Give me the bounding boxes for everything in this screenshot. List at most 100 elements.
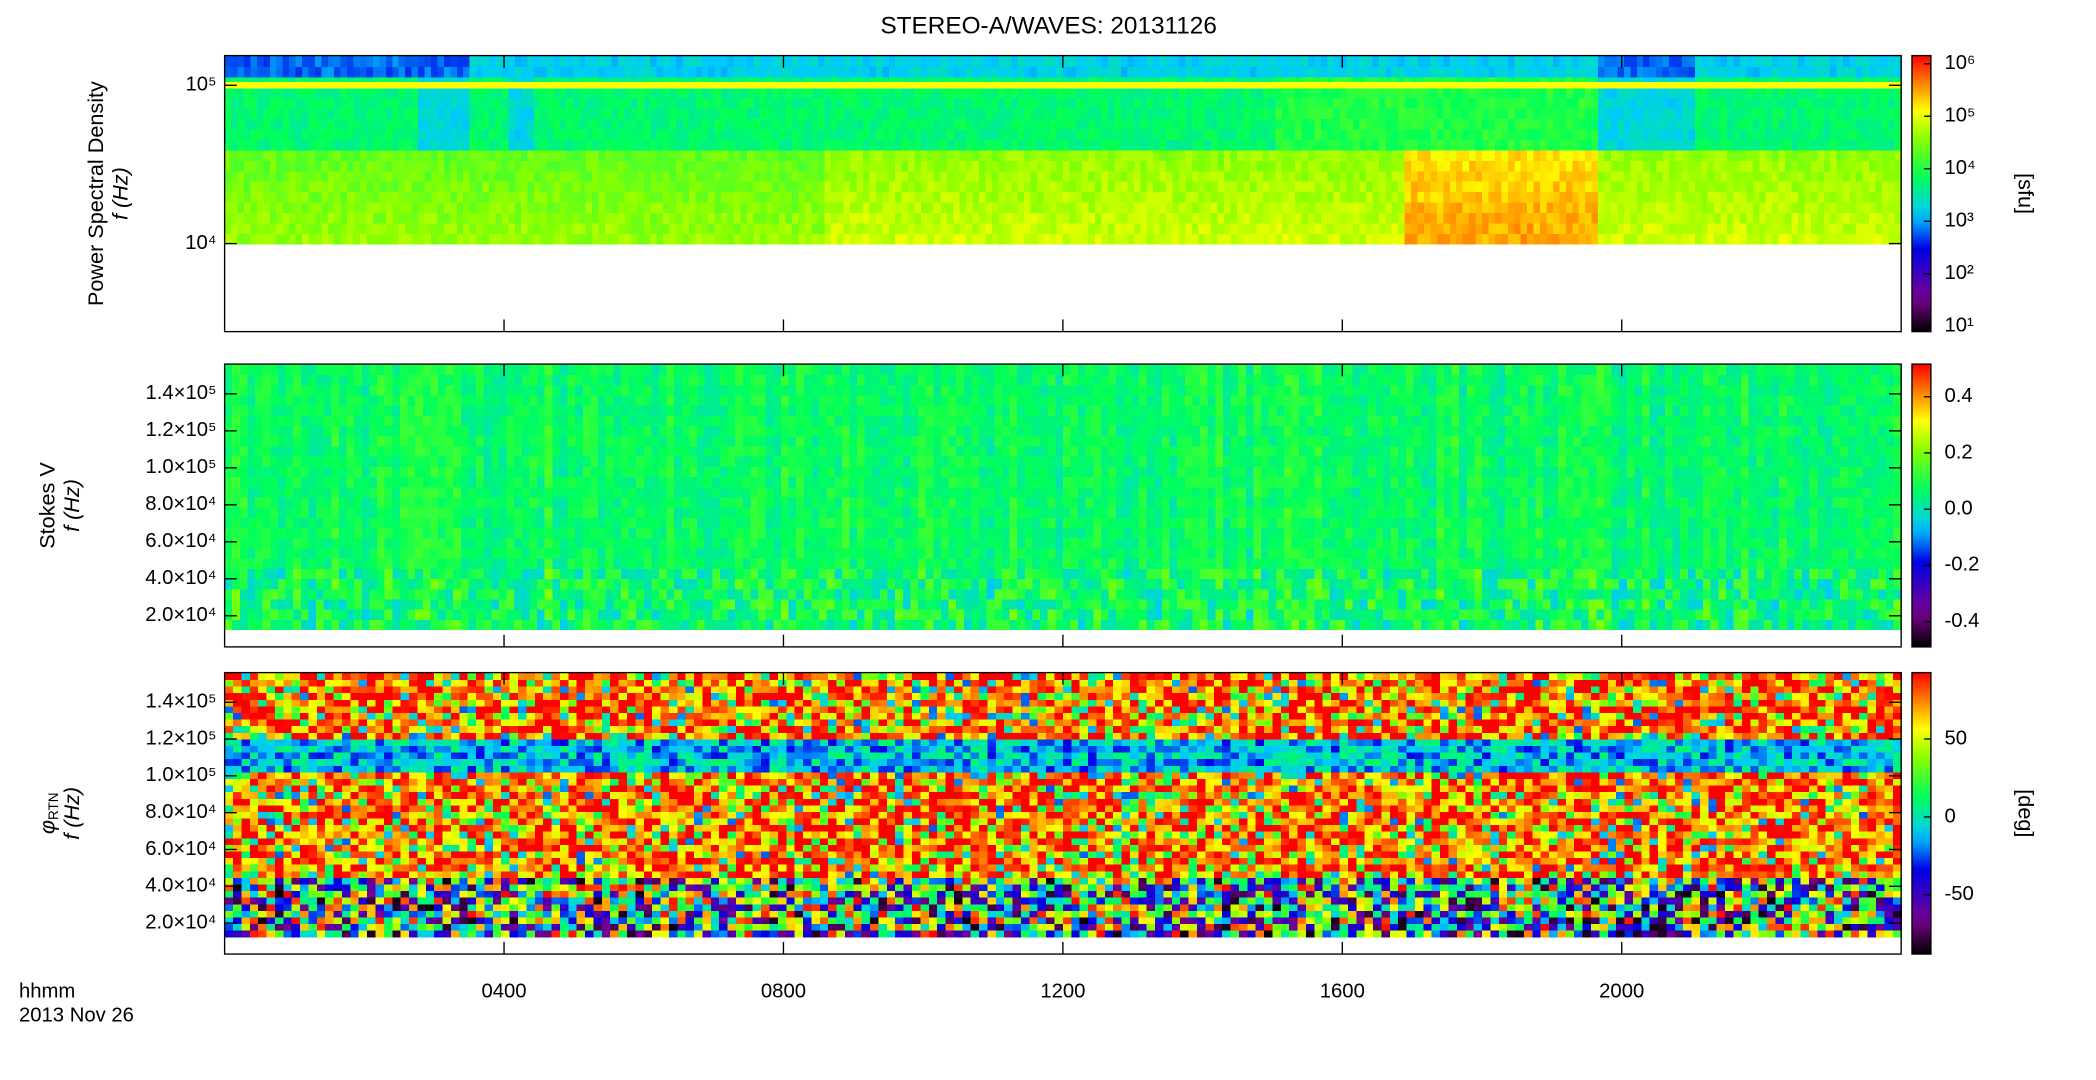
spectrogram-cell <box>579 222 587 234</box>
spectrogram-cell <box>1301 170 1309 182</box>
spectrogram-cell <box>534 233 542 245</box>
spectrogram-cell <box>1146 233 1154 245</box>
spectrogram-cell <box>1494 66 1503 78</box>
spectrogram-cell <box>895 66 903 78</box>
spectrogram-cell <box>921 118 929 130</box>
spectrogram-cell <box>1436 107 1445 120</box>
spectrogram-cell <box>527 66 535 78</box>
spectrogram-cell <box>1662 201 1670 214</box>
spectrogram-cell <box>1843 128 1851 140</box>
spectrogram-cell <box>1024 191 1032 203</box>
spectrogram-cell <box>1540 149 1548 161</box>
spectrogram-cell <box>1469 222 1477 234</box>
spectrogram-cell <box>1269 107 1277 120</box>
spectrogram-cell <box>1585 66 1593 78</box>
spectrogram-cell <box>740 201 748 214</box>
spectrogram-cell <box>998 118 1006 130</box>
spectrogram-cell <box>598 212 606 224</box>
spectrogram-cell <box>1043 86 1051 99</box>
spectrogram-cell <box>1398 170 1406 182</box>
spectrogram-cell <box>727 170 735 182</box>
spectrogram-cell <box>1301 149 1309 161</box>
spectrogram-cell <box>1804 97 1812 109</box>
spectrogram-cell <box>405 139 413 151</box>
spectrogram-cell <box>1088 97 1096 109</box>
spectrogram-cell <box>1230 170 1238 182</box>
spectrogram-cell <box>721 160 729 172</box>
spectrogram-cell <box>1843 170 1851 182</box>
spectrogram-cell <box>398 222 406 234</box>
spectrogram-cell <box>772 118 780 130</box>
spectrogram-cell <box>811 55 819 67</box>
spectrogram-cell <box>1411 170 1419 182</box>
spectrogram-cell <box>508 170 516 182</box>
spectrogram-cell <box>1069 86 1077 99</box>
spectrogram-cell <box>1604 212 1612 224</box>
spectrogram-cell <box>514 55 523 67</box>
spectrogram-cell <box>360 212 368 224</box>
spectrogram-cell <box>1088 139 1096 151</box>
spectrogram-cell <box>792 191 800 203</box>
spectrogram-cell <box>255 517 264 529</box>
spectrogram-cell <box>1320 149 1329 161</box>
spectrogram-cell <box>1114 201 1122 214</box>
spectrogram-cell <box>1262 201 1271 214</box>
spectrogram-cell <box>1108 55 1116 67</box>
spectrogram-cell <box>1830 170 1838 182</box>
spectrogram-cell <box>1275 160 1283 172</box>
spectrogram-cell <box>1262 160 1271 172</box>
spectrogram-cell <box>1701 97 1709 109</box>
spectrogram-cell <box>772 170 780 182</box>
spectrogram-cell <box>1185 107 1193 120</box>
spectrogram-cell <box>869 222 877 234</box>
spectrogram-cell <box>1636 55 1645 67</box>
spectrogram-cell <box>1810 222 1819 234</box>
spectrogram-cell <box>1365 180 1374 193</box>
spectrogram-cell <box>1108 233 1116 245</box>
spectrogram-cell <box>1185 160 1193 172</box>
spectrogram-cell <box>779 233 787 245</box>
spectrogram-cell <box>534 191 542 203</box>
spectrogram-cell <box>998 222 1006 234</box>
spectrogram-cell <box>1565 118 1574 130</box>
spectrogram-cell <box>262 537 272 549</box>
spectrogram-cell <box>527 170 535 182</box>
spectrogram-cell <box>1275 170 1283 182</box>
spectrogram-cell <box>1636 86 1645 99</box>
spectrogram-cell <box>721 139 729 151</box>
spectrogram-cell <box>1552 66 1561 78</box>
spectrogram-cell <box>232 578 241 590</box>
spectrogram-cell <box>927 66 935 78</box>
spectrogram-cell <box>772 55 780 67</box>
spectrogram-cell <box>637 201 645 214</box>
spectrogram-cell <box>450 201 458 214</box>
spectrogram-cell <box>1127 191 1135 203</box>
spectrogram-cell <box>379 201 387 214</box>
spectrogram-cell <box>476 180 484 193</box>
spectrogram-cell <box>469 97 477 109</box>
spectrogram-cell <box>850 180 858 193</box>
spectrogram-cell <box>1727 128 1735 140</box>
spectrogram-cell <box>1791 66 1799 78</box>
spectrogram-cell <box>1140 201 1148 214</box>
spectrogram-cell <box>766 233 774 245</box>
spectrogram-cell <box>1656 139 1664 151</box>
spectrogram-cell <box>476 149 484 161</box>
spectrogram-cell <box>1256 170 1264 182</box>
spectrogram-cell <box>914 128 922 140</box>
spectrogram-cell <box>875 212 884 224</box>
spectrogram-cell <box>232 476 241 488</box>
spectrogram-cell <box>1688 201 1696 214</box>
spectrogram-cell <box>1669 222 1677 234</box>
spectrogram-cell <box>353 149 361 161</box>
spectrogram-cell <box>1501 128 1509 140</box>
x-axis-label: hhmm <box>19 980 75 1002</box>
spectrogram-cell <box>1301 191 1309 203</box>
spectrogram-cell <box>488 97 497 109</box>
spectrogram-cell <box>1269 55 1277 67</box>
spectrogram-cell <box>1727 118 1735 130</box>
spectrogram-cell <box>1533 66 1541 78</box>
spectrogram-cell <box>1120 107 1129 120</box>
spectrogram-cell <box>334 139 342 151</box>
spectrogram-cell <box>1140 107 1148 120</box>
